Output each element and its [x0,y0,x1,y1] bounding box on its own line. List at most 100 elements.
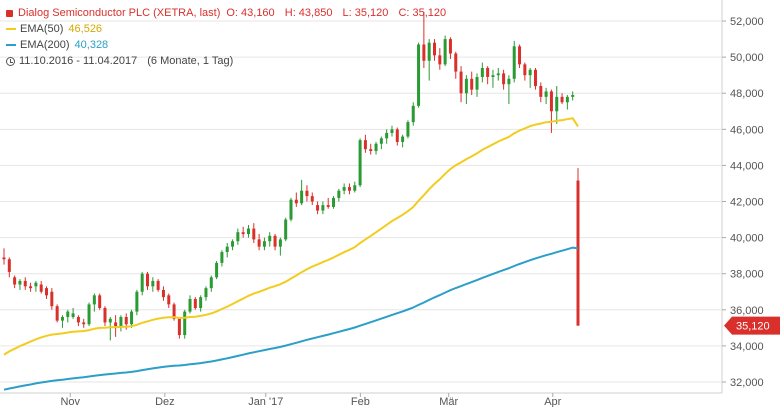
x-tick-label: Feb [351,396,370,407]
candle-body [486,67,490,77]
candle-body [268,235,272,242]
candle-body [310,196,314,202]
candle-body [385,132,389,139]
candle-body [215,262,219,278]
ema-lines [3,117,579,391]
candle-body [119,317,123,327]
candle-body [183,311,187,336]
candle-body [427,42,431,61]
candle-body [103,307,107,323]
candle-body [417,44,421,106]
candle-body [549,91,553,112]
y-tick-label: 52,000 [730,16,764,28]
candle-body [225,246,229,253]
candle-body [411,105,415,123]
candle-body [539,86,543,97]
ema200-value: 40,328 [74,39,109,51]
candle-body [45,288,49,296]
candle-body [523,64,527,76]
candle-body [87,304,91,325]
candle-body [161,289,165,298]
candle-body [438,55,442,65]
candle-body [300,190,304,204]
candle-body [363,140,367,150]
candle-body [193,298,197,308]
candle-body [231,241,235,247]
candle-body [316,205,320,211]
y-tick-label: 44,000 [730,160,764,172]
grid-lines [0,0,723,394]
low-value: L: 35,120 [342,7,389,19]
ema50-value: 46,526 [68,23,103,35]
last-price-badge [724,316,780,335]
x-tick-label: Nov [60,396,80,407]
y-tick-label: 50,000 [730,52,764,64]
candle-body [528,69,532,76]
ema200-line [3,246,579,391]
ema200-label: EMA(200) [20,39,70,51]
candle-body [23,280,27,287]
x-tick-label: Apr [544,396,561,407]
candle-body [257,239,261,247]
x-tick-label: Mär [439,396,458,407]
last-price-marker: 35,120 [724,316,780,335]
candle-body [34,282,38,287]
ema50-swatch-icon [6,28,16,30]
legend-range-row[interactable]: 11.10.2016 - 11.04.2017 (6 Monate, 1 Tag… [6,53,453,69]
candle-body [289,199,293,220]
y-tick-label: 46,000 [730,124,764,136]
candle-body [395,129,399,142]
legend-ema200-row: EMA(200) 40,328 [6,37,453,53]
clock-icon [6,56,15,66]
candle-body [475,76,479,90]
candle-body [29,286,33,289]
close-value: C: 35,120 [398,7,447,19]
y-tick-label: 36,000 [730,305,764,317]
candle-body [204,288,208,298]
candle-body [321,205,325,211]
candle-body [140,273,144,292]
candle-body [284,219,288,240]
candle-body [76,317,80,323]
candle-body [50,291,54,307]
candle-body [480,67,484,77]
candle-body [459,71,463,94]
candle-body [2,257,6,260]
candle-body [347,187,351,191]
candle-body [92,295,96,305]
candle-body [273,235,277,247]
candle-body [209,277,213,289]
candle-body [507,78,511,85]
candle-body [342,187,346,191]
y-tick-label: 38,000 [730,269,764,281]
candle-body [108,318,112,323]
candlestick-series [2,12,580,341]
candle-body [262,241,266,247]
ema200-swatch-icon [6,44,16,46]
candle-body [294,199,298,204]
legend-ema50-row: EMA(50) 46,526 [6,21,453,37]
candle-body [82,322,86,325]
candle-body [146,273,149,287]
candle-body [533,69,537,87]
candle-body [167,295,171,305]
candle-body [571,95,575,97]
candle-body [443,39,447,65]
candle-body [374,143,378,151]
open-value: O: 43,160 [226,7,275,19]
candle-body [332,197,336,207]
candle-body [369,149,373,151]
candle-body [114,322,118,327]
candle-body [13,277,17,285]
candle-body [7,259,11,272]
candle-body [188,298,192,312]
candle-body [278,239,282,247]
period-label: (6 Monate, 1 Tag) [147,55,234,67]
candle-body [124,317,128,325]
ema50-label: EMA(50) [20,23,64,35]
candle-body [544,91,548,97]
last-price-label: 35,120 [736,321,770,333]
candle-body [448,39,452,54]
candle-body [502,73,506,85]
candle-body [491,75,495,77]
